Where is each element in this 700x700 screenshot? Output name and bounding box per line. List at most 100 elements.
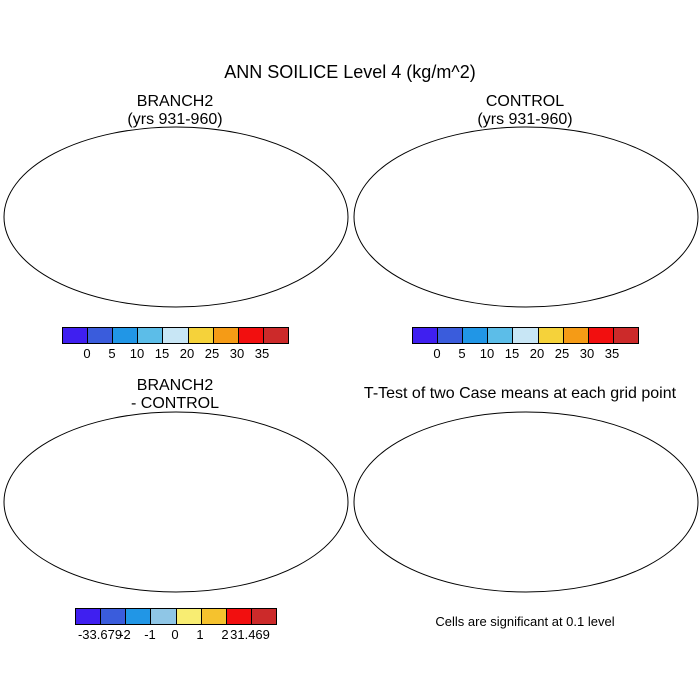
colorbar-branch-swatch <box>163 328 189 343</box>
grid-cell <box>335 163 339 167</box>
grid-cell <box>310 152 314 156</box>
grid-cell <box>323 153 327 157</box>
colorbar-control <box>412 327 639 344</box>
panel-diff-title: BRANCH2 - CONTROL <box>75 377 275 413</box>
significant-cell <box>661 440 664 443</box>
colorbar-branch-tick-label: 15 <box>154 346 170 361</box>
grid-cell <box>407 146 411 150</box>
panel-ttest-title: T-Test of two Case means at each grid po… <box>363 385 677 402</box>
colorbar-diff-tick-label: -1 <box>144 627 156 642</box>
grid-cell <box>55 141 59 145</box>
grid-cell <box>54 145 58 149</box>
colorbar-branch-tick-label: 20 <box>179 346 195 361</box>
colorbar-control-tick-label: 20 <box>529 346 545 361</box>
colorbar-branch-swatch <box>63 328 89 343</box>
grid-cell <box>65 427 69 431</box>
grid-cell <box>333 157 337 161</box>
significance-note: Cells are significant at 0.1 level <box>435 614 615 629</box>
colorbar-control-swatch <box>588 328 614 343</box>
grid-cell <box>407 142 411 146</box>
grid-cell <box>53 433 57 437</box>
colorbar-control-swatch <box>563 328 589 343</box>
grid-cell <box>663 154 667 158</box>
panel-control-title-line2: (yrs 931-960) <box>477 111 573 128</box>
significant-cell <box>414 429 417 432</box>
colorbar-diff-swatch <box>251 609 276 624</box>
grid-cell <box>317 441 321 445</box>
colorbar-diff-tick-label: 1 <box>196 627 204 642</box>
significant-cell <box>677 443 680 446</box>
colorbar-branch-tick-label: 30 <box>229 346 245 361</box>
colorbar-control-tick-label: 0 <box>433 346 441 361</box>
grid-cell <box>682 155 686 159</box>
colorbar-branch <box>62 327 289 344</box>
grid-cell <box>684 154 688 158</box>
grid-cell <box>320 155 324 159</box>
colorbar-diff-swatch <box>76 609 102 624</box>
grid-cell <box>677 160 681 164</box>
colorbar-branch-tick-label: 10 <box>129 346 145 361</box>
grid-cell <box>319 158 323 162</box>
colorbar-diff <box>75 608 277 625</box>
colorbar-diff-tick-label: 2 <box>221 627 229 642</box>
colorbar-control-swatch <box>463 328 489 343</box>
grid-cell <box>687 157 691 161</box>
grid-cell <box>320 446 324 450</box>
panel-diff-title-line2: - CONTROL <box>131 395 219 412</box>
significant-cell <box>666 438 669 441</box>
colorbar-control-tick-label: 10 <box>479 346 495 361</box>
colorbar-control-swatch <box>513 328 539 343</box>
colorbar-diff-swatch <box>176 609 202 624</box>
colorbar-control-tick-label: 35 <box>604 346 620 361</box>
map-branch <box>3 126 349 308</box>
colorbar-branch-tick-label: 25 <box>204 346 220 361</box>
colorbar-control-tick-label: 15 <box>504 346 520 361</box>
significant-cell <box>670 442 673 445</box>
grid-cell <box>320 152 324 156</box>
colorbar-control-swatch <box>413 328 439 343</box>
grid-cell <box>306 438 310 442</box>
colorbar-branch-swatch <box>138 328 164 343</box>
map-ttest <box>353 411 699 593</box>
colorbar-control-swatch <box>438 328 464 343</box>
colorbar-branch-swatch <box>213 328 239 343</box>
colorbar-diff-swatch <box>201 609 227 624</box>
colorbar-control-tick-label: 5 <box>458 346 466 361</box>
grid-cell <box>325 156 329 160</box>
grid-cell <box>317 440 321 444</box>
grid-cell <box>325 442 329 446</box>
grid-cell <box>322 156 326 160</box>
grid-cell <box>302 152 306 156</box>
significant-cell <box>680 436 683 439</box>
grid-cell <box>57 145 61 149</box>
colorbar-diff-swatch <box>126 609 152 624</box>
grid-cell <box>687 159 691 163</box>
grid-cell <box>55 431 59 435</box>
grid-cell <box>661 157 665 161</box>
colorbar-branch-swatch <box>188 328 214 343</box>
grid-cell <box>315 158 319 162</box>
grid-cell <box>334 163 338 167</box>
grid-cell <box>676 157 680 161</box>
grid-cell <box>330 159 334 163</box>
grid-cell <box>325 444 329 448</box>
grid-cell <box>334 440 338 444</box>
grid-cell <box>333 442 337 446</box>
panel-control-title-line1: CONTROL <box>485 93 565 110</box>
colorbar-diff-tick-label: -33.679 <box>77 627 123 642</box>
colorbar-branch-swatch <box>263 328 288 343</box>
significant-cell <box>676 447 679 450</box>
grid-cell <box>319 439 323 443</box>
grid-cell <box>680 151 684 155</box>
grid-cell <box>332 162 336 166</box>
grid-cell <box>675 156 679 160</box>
colorbar-control-tick-label: 25 <box>554 346 570 361</box>
colorbar-control-swatch <box>538 328 564 343</box>
grid-cell <box>654 153 658 157</box>
grid-cell <box>339 154 343 158</box>
grid-cell <box>321 162 325 166</box>
colorbar-branch-swatch <box>238 328 264 343</box>
colorbar-diff-tick-label: 0 <box>171 627 179 642</box>
grid-cell <box>322 163 326 167</box>
